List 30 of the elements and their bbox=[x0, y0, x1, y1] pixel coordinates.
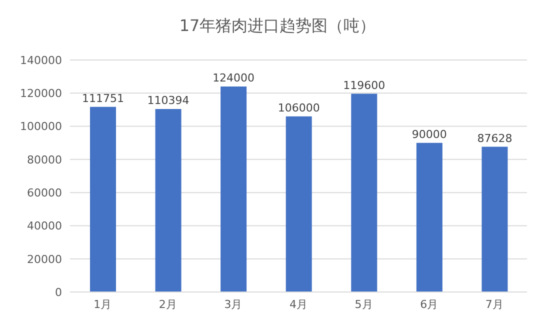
data-label: 110394 bbox=[147, 94, 190, 108]
y-tick-label: 60000 bbox=[27, 186, 62, 200]
x-tick-label: 1月 bbox=[94, 298, 112, 311]
x-tick-label: 5月 bbox=[354, 298, 373, 311]
data-label: 87628 bbox=[477, 132, 512, 145]
y-tick-label: 40000 bbox=[27, 220, 62, 233]
x-tick-label: 4月 bbox=[290, 298, 308, 311]
x-tick-label: 7月 bbox=[485, 298, 504, 311]
y-tick-label: 120000 bbox=[20, 87, 62, 100]
chart-title: 17年猪肉进口趋势图（吨） bbox=[178, 15, 377, 37]
x-tick-label: 6月 bbox=[420, 298, 438, 311]
y-tick-label: 20000 bbox=[27, 252, 62, 266]
data-label: 90000 bbox=[412, 128, 447, 141]
x-tick-label: 2月 bbox=[158, 298, 177, 311]
bar bbox=[90, 106, 116, 292]
bar bbox=[286, 116, 312, 292]
y-tick-label: 100000 bbox=[20, 120, 62, 134]
data-label: 119600 bbox=[343, 78, 386, 92]
x-tick-label: 3月 bbox=[224, 298, 242, 311]
data-label: 111751 bbox=[82, 92, 124, 105]
y-tick-label: 0 bbox=[55, 286, 62, 299]
bar bbox=[482, 146, 508, 292]
y-tick-label: 140000 bbox=[20, 54, 62, 67]
bar bbox=[351, 94, 378, 292]
bar bbox=[416, 142, 442, 292]
data-label: 124000 bbox=[212, 72, 255, 85]
y-tick-label: 80000 bbox=[27, 153, 62, 166]
data-label: 106000 bbox=[278, 101, 320, 114]
bar bbox=[155, 109, 182, 292]
bar bbox=[220, 86, 247, 292]
